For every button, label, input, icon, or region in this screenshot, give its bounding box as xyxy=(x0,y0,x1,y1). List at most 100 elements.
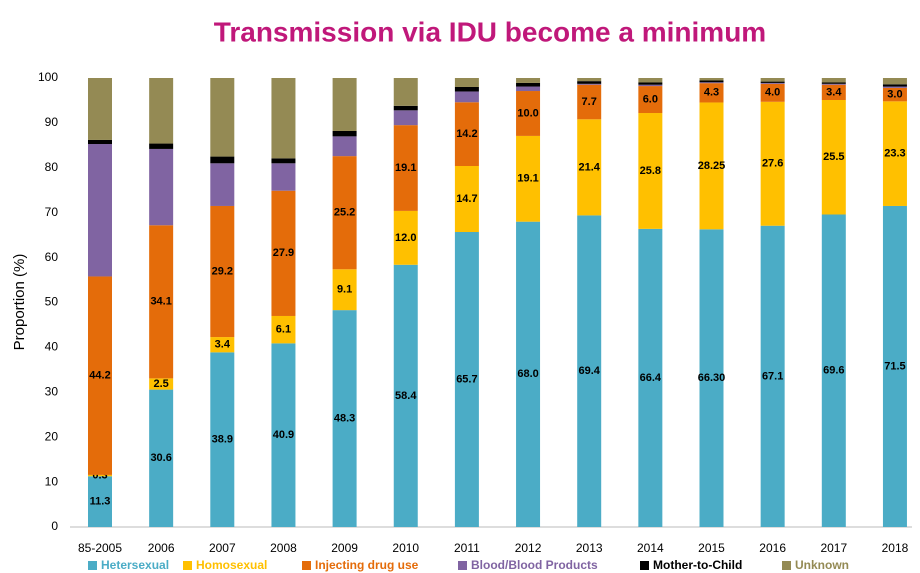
legend-label: Injecting drug use xyxy=(315,558,419,572)
bar-segment xyxy=(882,205,907,527)
data-label: 3.4 xyxy=(826,86,842,98)
legend-swatch xyxy=(183,561,192,570)
bar-segment xyxy=(271,78,296,159)
data-label: 25.5 xyxy=(823,151,844,163)
data-label: 69.6 xyxy=(823,365,844,377)
bar-segment xyxy=(393,210,418,265)
data-label: 6.0 xyxy=(643,93,658,105)
bar-segment xyxy=(577,84,602,120)
data-label: 7.7 xyxy=(582,96,597,108)
bar-segment xyxy=(149,78,174,144)
bar-segment xyxy=(577,81,602,84)
bar-segment xyxy=(210,163,235,206)
bar-segment xyxy=(638,228,663,527)
data-label: 67.1 xyxy=(762,370,783,382)
data-label: 21.4 xyxy=(578,161,600,173)
bar-segment xyxy=(577,215,602,528)
data-label: 68.0 xyxy=(517,368,538,380)
x-tick-label: 2018 xyxy=(882,541,909,555)
bar-segment xyxy=(454,102,479,167)
data-label: 23.3 xyxy=(884,148,905,160)
bar-segment xyxy=(577,83,602,85)
data-label: 4.3 xyxy=(704,87,719,99)
y-tick-label: 90 xyxy=(45,115,59,129)
bar-segment xyxy=(638,82,663,85)
bar-segment xyxy=(454,91,479,103)
bar-segment xyxy=(516,78,541,83)
bar-segment xyxy=(271,163,296,191)
data-label: 58.4 xyxy=(395,390,417,402)
bar-segment xyxy=(577,78,602,82)
y-axis-label: Proportion (%) xyxy=(11,254,28,351)
x-tick-label: 2013 xyxy=(576,541,603,555)
data-label: 44.2 xyxy=(89,370,110,382)
bar-segment xyxy=(149,143,174,149)
legend-label: Mother-to-Child xyxy=(653,558,742,572)
bar-segment xyxy=(454,86,479,92)
data-label: 2.5 xyxy=(154,378,169,390)
x-tick-label: 2015 xyxy=(698,541,725,555)
bar-segment xyxy=(821,100,846,215)
bar-segment xyxy=(454,232,479,527)
data-label: 12.0 xyxy=(395,232,416,244)
bar-segment xyxy=(88,476,112,527)
bar-segment xyxy=(699,78,724,81)
x-tick-label: 85-2005 xyxy=(78,541,122,555)
y-tick-label: 70 xyxy=(45,205,59,219)
legend-label: Hetersexual xyxy=(101,558,169,572)
bar-segment xyxy=(760,101,785,226)
legend-swatch xyxy=(640,561,649,570)
data-label: 27.9 xyxy=(273,247,294,259)
data-label: 3.0 xyxy=(887,89,902,101)
y-tick-label: 50 xyxy=(45,295,59,309)
bar-segment xyxy=(210,205,235,338)
data-label: 14.2 xyxy=(456,128,477,140)
bar-segment xyxy=(393,105,418,111)
bar-segment xyxy=(271,315,296,344)
legend-label: Unknown xyxy=(795,558,849,572)
bar-segment xyxy=(210,337,235,353)
bar-segment xyxy=(149,148,174,226)
bar-segment xyxy=(760,225,785,527)
x-tick-label: 2010 xyxy=(392,541,419,555)
data-label: 3.4 xyxy=(215,339,231,351)
bar-segment xyxy=(271,158,296,164)
bar-segment xyxy=(271,343,296,527)
bar-segment xyxy=(638,113,663,229)
y-tick-label: 40 xyxy=(45,340,59,354)
bar-segment xyxy=(149,378,174,390)
data-label: 48.3 xyxy=(334,412,355,424)
data-label: 69.4 xyxy=(578,365,600,377)
legend-label: Blood/Blood Products xyxy=(471,558,598,572)
bar-segment xyxy=(821,84,846,101)
bar-segment xyxy=(88,78,112,140)
bar-segment xyxy=(332,78,357,131)
bar-segment xyxy=(332,136,357,157)
data-label: 40.9 xyxy=(273,429,294,441)
legend-label: Homosexual xyxy=(196,558,267,572)
y-tick-label: 100 xyxy=(38,70,58,84)
data-label: 10.0 xyxy=(517,107,538,119)
data-label: 9.1 xyxy=(337,284,352,296)
bar-segment xyxy=(210,78,235,157)
bar-segment xyxy=(882,101,907,206)
x-tick-label: 2009 xyxy=(331,541,358,555)
y-tick-label: 80 xyxy=(45,160,59,174)
bar-segment xyxy=(393,78,418,106)
bar-segment xyxy=(699,229,724,528)
bar-segment xyxy=(882,78,907,85)
bar-segment xyxy=(882,87,907,102)
bar-segment xyxy=(332,130,357,137)
bar-segment xyxy=(882,84,907,87)
bar-segment xyxy=(516,135,541,222)
bar-segment xyxy=(516,86,541,92)
bar-segment xyxy=(271,190,296,316)
bar-segment xyxy=(393,125,418,211)
chart-title: Transmission via IDU become a minimum xyxy=(214,16,766,47)
y-tick-label: 10 xyxy=(45,474,59,488)
bar-segment xyxy=(88,474,112,477)
data-label: 11.3 xyxy=(90,496,111,508)
bar-segment xyxy=(393,110,418,126)
bar-segment xyxy=(821,82,846,84)
